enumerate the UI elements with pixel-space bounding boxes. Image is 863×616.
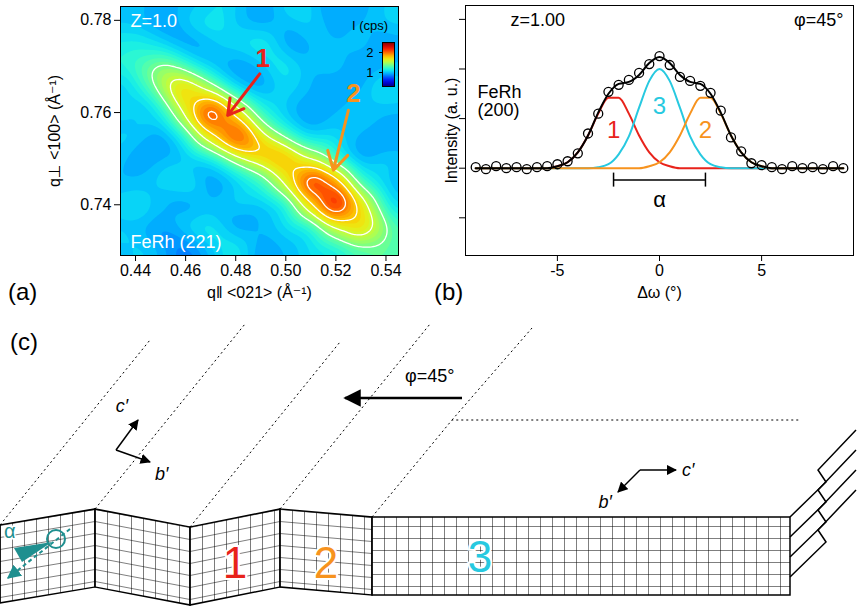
svg-text:5: 5 (757, 262, 766, 279)
svg-text:φ=45°: φ=45° (794, 10, 843, 30)
svg-text:Z=1.0: Z=1.0 (131, 11, 178, 31)
svg-text:0: 0 (655, 262, 664, 279)
svg-text:α: α (653, 187, 666, 212)
svg-text:3: 3 (653, 92, 666, 119)
svg-text:(c): (c) (10, 328, 38, 355)
svg-text:-5: -5 (550, 262, 564, 279)
svg-text:2: 2 (346, 78, 360, 108)
svg-text:c′: c′ (116, 396, 129, 416)
svg-text:1: 1 (223, 538, 247, 587)
svg-text:0.44: 0.44 (120, 262, 151, 279)
svg-text:1: 1 (256, 43, 270, 73)
svg-text:2: 2 (314, 538, 338, 587)
svg-text:q‖ <021> (Å⁻¹): q‖ <021> (Å⁻¹) (207, 283, 312, 301)
svg-text:2: 2 (699, 116, 712, 143)
svg-text:2: 2 (366, 45, 373, 60)
svg-text:0.50: 0.50 (270, 262, 301, 279)
svg-text:φ=45°: φ=45° (405, 366, 454, 386)
svg-text:0.76: 0.76 (80, 104, 111, 121)
svg-text:0.74: 0.74 (80, 196, 111, 213)
svg-text:0.46: 0.46 (170, 262, 201, 279)
html-text:I (cps): I (cps) (352, 18, 389, 33)
svg-text:FeRh (221): FeRh (221) (131, 232, 222, 252)
svg-text:3: 3 (468, 532, 492, 581)
svg-text:0.54: 0.54 (370, 262, 401, 279)
svg-text:z=1.00: z=1.00 (511, 10, 566, 30)
html-text:(a): (a) (8, 278, 38, 305)
svg-text:b′: b′ (599, 492, 613, 512)
svg-text:b′: b′ (155, 464, 169, 484)
html-text:(b): (b) (434, 278, 464, 305)
svg-text:0.48: 0.48 (220, 262, 251, 279)
svg-text:1: 1 (607, 116, 620, 143)
svg-text:1: 1 (366, 65, 373, 80)
svg-text:0.78: 0.78 (80, 11, 111, 28)
svg-text:c′: c′ (682, 460, 695, 480)
svg-text:FeRh(200): FeRh(200) (478, 82, 522, 120)
svg-text:Δω (°): Δω (°) (637, 284, 682, 301)
svg-text:q⊥ <100> (Å⁻¹): q⊥ <100> (Å⁻¹) (45, 75, 63, 187)
svg-text:α: α (4, 520, 16, 542)
svg-text:Intensity (a. u.): Intensity (a. u.) (443, 78, 460, 184)
svg-text:0.52: 0.52 (320, 262, 351, 279)
